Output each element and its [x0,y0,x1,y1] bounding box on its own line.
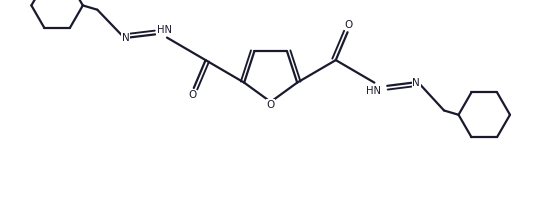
Text: O: O [345,20,353,30]
Text: N: N [412,78,420,88]
Text: N: N [122,33,130,43]
Text: O: O [189,90,197,100]
Text: HN: HN [366,86,381,96]
Text: HN: HN [157,25,172,35]
Text: O: O [266,100,275,110]
